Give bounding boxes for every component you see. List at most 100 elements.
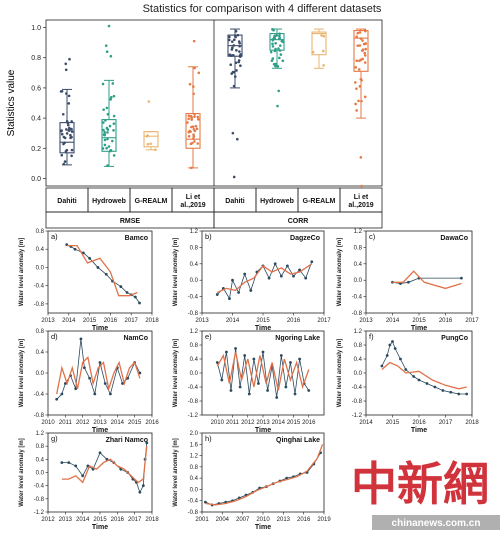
box-point [66,121,70,125]
panel-lake-name: Ngoring Lake [275,335,320,342]
series-line [56,355,141,395]
series-point [298,268,301,272]
box-point [149,142,152,146]
x-tick-label: 2001 [195,517,209,523]
box-point [192,85,195,88]
y-tick-label: 0.0 [354,371,363,377]
series-point [79,337,83,341]
series-point [407,280,410,284]
series-point [121,382,124,385]
box-outlier [68,57,71,61]
series-point [425,382,429,385]
y-tick-label: 0.4 [190,357,199,363]
y-tick-label: 0.8 [36,444,45,450]
series-point [63,382,67,385]
y-tick-label: 0.0 [354,278,363,284]
x-tick-label: 2014 [111,420,125,426]
y-tick-label: 0.4 [354,357,363,363]
y-tick-label: 0.4 [36,350,45,356]
y-tick-label: 1.0 [31,25,41,32]
series-point [307,389,311,392]
y-tick-label: 0.8 [354,245,363,251]
box-outlier [276,104,279,108]
y-tick-label: 0.4 [31,116,41,123]
series-line [61,442,148,494]
box-point [154,148,157,152]
box-point [193,66,196,70]
x-tick-label: 2010 [256,517,270,523]
y-axis-label: Water level anomaly [m] [19,238,25,306]
series-point [74,387,78,391]
box-point [101,147,105,150]
box-point [104,119,107,122]
series-point [96,266,100,269]
box-point [70,127,73,131]
x-tick-label: 2016 [287,318,301,324]
box-point [103,133,107,136]
series-point [465,392,469,396]
panel-lake-name: DagzeCo [290,235,320,242]
y-tick-label: 1.2 [354,329,363,335]
box-point [359,58,363,62]
series-point [125,291,129,294]
panel-lake-name: PungCo [441,335,468,342]
group-label: RMSE [120,218,141,225]
category-label: Dahiti [57,198,77,205]
box-point [361,49,364,52]
box-point [361,39,364,42]
box-point [193,115,196,118]
box-point [187,117,190,121]
series-point [237,291,241,294]
y-tick-label: 2.0 [190,431,199,437]
series-line [205,452,321,506]
box-point [103,143,107,147]
series-point [399,357,402,361]
series-point [133,295,137,299]
box-point [186,121,189,124]
box-point [322,34,326,38]
box-point [102,128,105,132]
category-label: al.,2019 [348,202,373,209]
category-label: Li et [354,194,369,201]
box-point [67,94,71,98]
series-point [433,385,437,389]
box-point [355,109,358,112]
series-point [441,389,445,392]
series-point [203,500,207,504]
box-point [271,42,274,46]
panel-frame [201,230,325,314]
series-point [385,354,389,357]
series-line [66,244,138,297]
y-tick-label: -0.8 [188,510,199,516]
series-point [67,461,71,465]
y-tick-label: 0.8 [36,329,45,335]
y-tick-label: -0.8 [188,311,199,317]
series-point [388,343,392,347]
series-point [220,378,224,382]
box-point [189,115,193,119]
box-point [272,36,276,39]
box-point [146,142,150,146]
box-point [271,45,275,48]
box-point [278,56,281,60]
box-point [193,112,196,116]
category-label: Hydroweb [260,198,294,205]
series-point [252,357,256,361]
x-tick-label: 2016 [412,420,426,426]
box-point [269,50,273,54]
lake-panel: 2001 2004 2007 2010 2013 2016 2019 -0.8 -0.4 0.0 0… [173,431,331,531]
series-point [88,256,91,260]
box-point [234,29,238,33]
y-tick-label: 0.2 [31,146,41,153]
series-point [417,378,421,382]
x-tick-label: 2014 [359,420,373,426]
box-point [196,115,200,119]
box-point [362,42,366,46]
box-point [187,134,191,138]
series-point [243,354,247,357]
box-point [231,70,235,74]
series-line [216,351,310,391]
y-tick-label: 0.4 [190,476,199,482]
box-point [65,148,69,152]
